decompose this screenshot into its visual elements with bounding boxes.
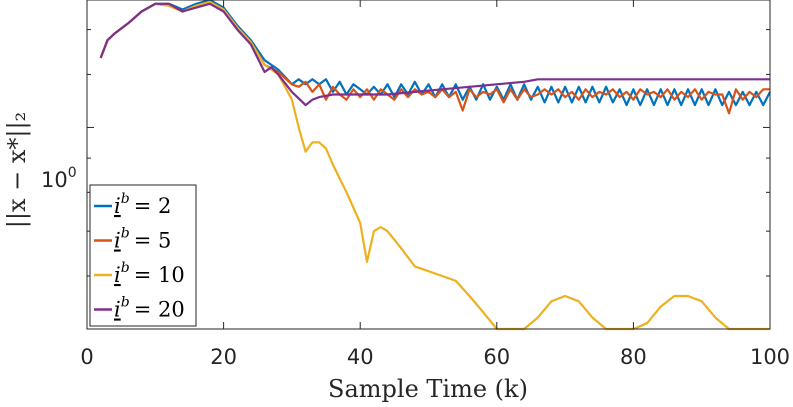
legend-label-2: ib = 5 (114, 226, 171, 253)
x-tick-label: 20 (210, 345, 237, 369)
x-tick-label: 100 (750, 345, 790, 369)
y-tick-exponent: 0 (68, 165, 77, 181)
legend-value: = 2 (134, 194, 172, 218)
y-axis-title: ||x − x*||₂ (3, 112, 32, 228)
series-line-4 (99, 2, 770, 107)
legend-box (89, 184, 197, 327)
x-ticks: 0 20 40 60 80 100 (80, 0, 790, 369)
legend-label-4: ib = 20 (114, 295, 185, 322)
legend-superscript: b (121, 260, 130, 276)
series-layer (99, 0, 771, 331)
legend-superscript: b (121, 295, 130, 311)
series-line-1 (99, 0, 771, 107)
series-line-2 (99, 0, 770, 115)
y-ticks (87, 29, 770, 277)
legend-symbol: i (114, 298, 121, 322)
y-tick-base: 10 (41, 168, 68, 192)
legend-label-3: ib = 10 (114, 260, 185, 287)
x-tick-label: 60 (483, 345, 510, 369)
legend-superscript: b (121, 191, 130, 207)
x-axis-title: Sample Time (k) (328, 375, 528, 403)
legend-symbol: i (114, 229, 121, 253)
legend-symbol: i (114, 194, 121, 218)
series-line-3 (99, 0, 770, 331)
y-tick-label-1: 100 (41, 165, 77, 192)
legend-symbol: i (114, 263, 121, 287)
legend-value: = 20 (134, 298, 185, 322)
legend-value: = 10 (134, 263, 185, 287)
legend-value: = 5 (134, 229, 172, 253)
x-tick-label: 80 (620, 345, 647, 369)
legend-label-1: ib = 2 (114, 191, 171, 218)
x-tick-label: 40 (347, 345, 374, 369)
plot-area (87, 0, 770, 329)
legend-superscript: b (121, 226, 130, 242)
plot-frame (86, 0, 771, 330)
x-tick-label: 0 (80, 345, 93, 369)
